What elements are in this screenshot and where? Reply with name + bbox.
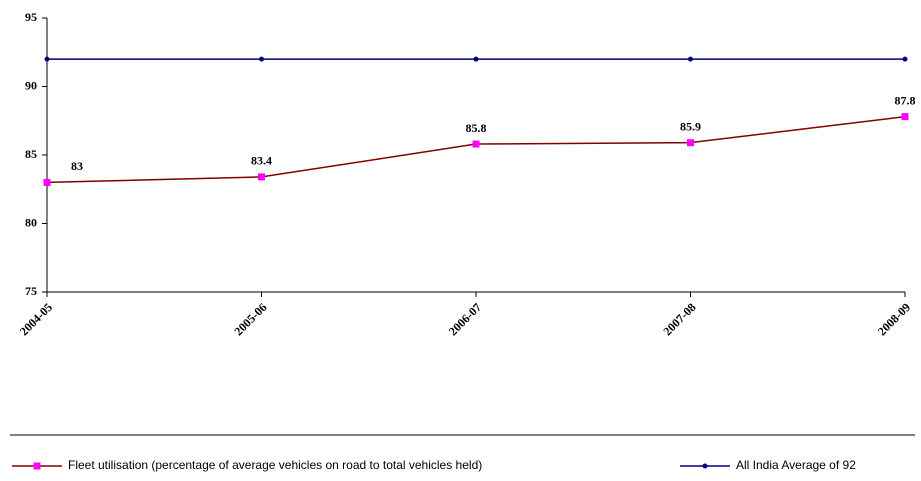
marker [258,173,265,181]
marker [688,56,693,62]
y-tick-label: 80 [25,215,37,229]
x-tick-label: 2007-08 [660,300,698,338]
marker [901,113,909,121]
data-label: 83.4 [251,154,272,168]
x-tick-label: 2006-07 [446,300,484,338]
marker [44,56,50,62]
data-label: 85.8 [466,121,487,135]
marker [259,56,264,62]
data-label: 87.8 [895,93,916,107]
marker [472,140,480,148]
marker [43,178,51,186]
y-tick-label: 75 [25,284,37,298]
data-label: 83 [71,159,83,173]
legend-label: Fleet utilisation (percentage of average… [68,458,482,472]
x-tick-label: 2004-05 [17,300,55,338]
x-tick-label: 2008-09 [875,300,913,338]
legend: Fleet utilisation (percentage of average… [12,458,856,472]
marker [687,139,694,147]
marker [473,56,479,62]
data-label: 85.9 [680,119,701,133]
y-tick-label: 90 [25,78,37,92]
x-tick-label: 2005-06 [231,300,269,338]
legend-marker [33,462,41,470]
y-tick-label: 85 [25,147,37,161]
legend-label: All India Average of 92 [736,458,856,472]
legend-marker [702,463,708,469]
marker [902,56,908,62]
y-tick-label: 95 [25,10,37,24]
